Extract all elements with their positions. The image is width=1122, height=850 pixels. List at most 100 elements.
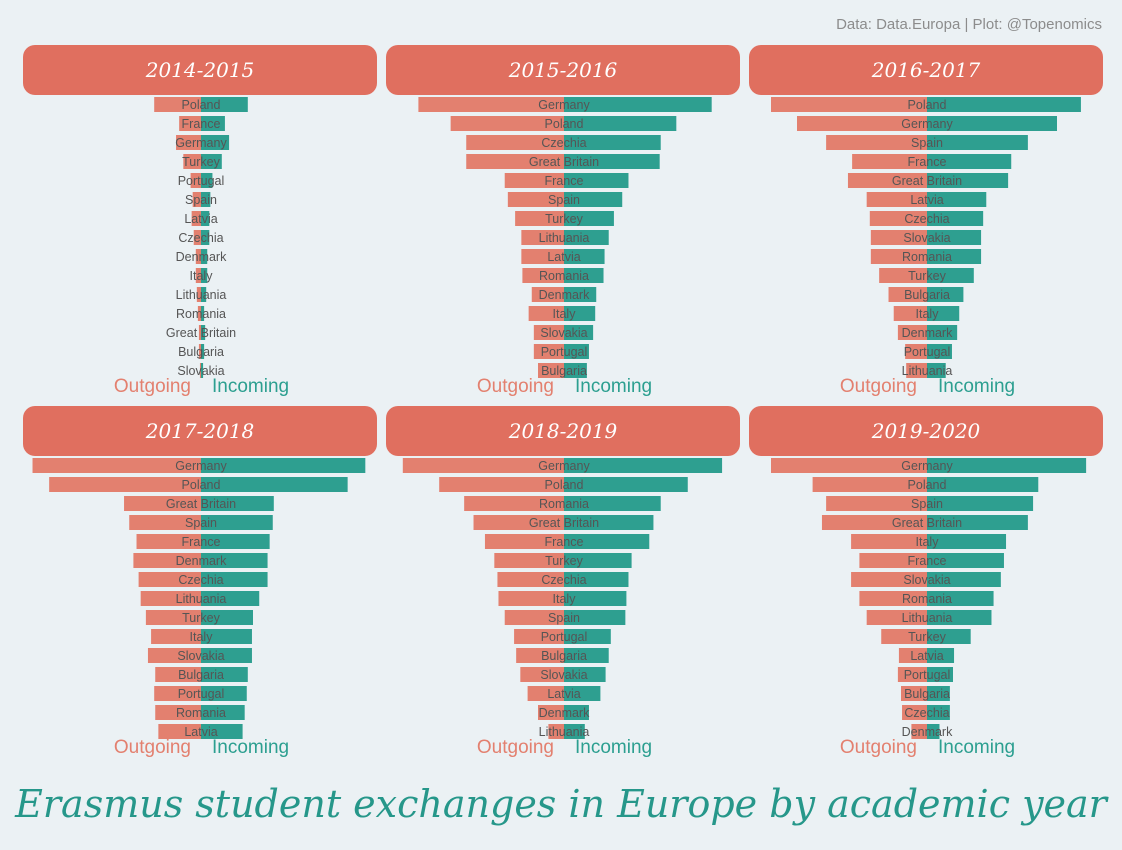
country-label: Italy bbox=[190, 630, 214, 644]
incoming-bar bbox=[564, 572, 629, 587]
country-label: Latvia bbox=[910, 649, 943, 663]
incoming-bar bbox=[927, 97, 1081, 112]
butterfly-chart: Poland France Germany Turkey Portugal Spain La… bbox=[154, 97, 248, 378]
outgoing-bar bbox=[190, 173, 201, 188]
country-label: Great Britain bbox=[529, 155, 599, 169]
chart-title: Erasmus student exchanges in Europe by a… bbox=[15, 782, 1107, 826]
country-label: Poland bbox=[908, 478, 947, 492]
incoming-bar bbox=[201, 477, 348, 492]
outgoing-bar bbox=[155, 667, 201, 682]
country-label: Czechia bbox=[178, 573, 223, 587]
panel-title: 2015-2016 bbox=[508, 58, 618, 82]
incoming-bar bbox=[201, 268, 208, 283]
country-label: Italy bbox=[916, 307, 940, 321]
outgoing-bar bbox=[136, 534, 201, 549]
incoming-bar bbox=[564, 610, 626, 625]
country-label: Lithuania bbox=[539, 231, 590, 245]
legend-incoming: Incoming bbox=[212, 376, 290, 397]
incoming-bar bbox=[564, 724, 585, 739]
incoming-bar bbox=[927, 268, 974, 283]
country-label: Great Britain bbox=[166, 497, 236, 511]
incoming-bar bbox=[201, 135, 230, 150]
country-label: Romania bbox=[176, 706, 226, 720]
incoming-bar bbox=[201, 515, 273, 530]
data-credit: Data: Data.Europa | Plot: @Topenomics bbox=[836, 16, 1102, 33]
country-label: Great Britain bbox=[529, 516, 599, 530]
outgoing-bar bbox=[847, 173, 927, 188]
chart-panel: 2018-2019 Germany Poland Romania Great Brit… bbox=[386, 406, 740, 758]
legend-outgoing: Outgoing bbox=[476, 737, 554, 758]
country-label: Turkey bbox=[908, 269, 946, 283]
outgoing-bar bbox=[124, 496, 201, 511]
incoming-bar bbox=[927, 515, 1028, 530]
country-label: Latvia bbox=[547, 687, 580, 701]
country-label: Poland bbox=[908, 98, 947, 112]
outgoing-bar bbox=[129, 515, 201, 530]
incoming-bar bbox=[201, 230, 210, 245]
incoming-bar bbox=[927, 705, 950, 720]
incoming-bar bbox=[201, 211, 210, 226]
outgoing-bar bbox=[195, 249, 201, 264]
outgoing-bar bbox=[198, 325, 201, 340]
country-label: Portugal bbox=[541, 345, 588, 359]
incoming-bar bbox=[201, 97, 248, 112]
country-label: Lithuania bbox=[176, 592, 227, 606]
outgoing-bar bbox=[179, 116, 201, 131]
country-label: France bbox=[545, 174, 584, 188]
outgoing-bar bbox=[439, 477, 564, 492]
outgoing-bar bbox=[521, 249, 564, 264]
outgoing-bar bbox=[870, 249, 927, 264]
country-label: Great Britain bbox=[892, 516, 962, 530]
incoming-bar bbox=[927, 211, 984, 226]
incoming-bar bbox=[201, 192, 211, 207]
outgoing-bar bbox=[196, 287, 201, 302]
incoming-bar bbox=[564, 629, 611, 644]
incoming-bar bbox=[927, 458, 1087, 473]
chart-panel: 2017-2018 Germany Poland Great Britain Spai… bbox=[23, 406, 377, 758]
country-label: Slovakia bbox=[177, 649, 224, 663]
country-label: Slovakia bbox=[903, 573, 950, 587]
incoming-bar bbox=[564, 325, 594, 340]
country-label: Germany bbox=[538, 98, 590, 112]
country-label: Czechia bbox=[541, 573, 586, 587]
incoming-bar bbox=[927, 496, 1034, 511]
country-label: Portugal bbox=[178, 174, 225, 188]
incoming-bar bbox=[201, 325, 206, 340]
country-label: Czechia bbox=[178, 231, 223, 245]
country-label: France bbox=[545, 535, 584, 549]
incoming-bar bbox=[201, 686, 247, 701]
incoming-bar bbox=[201, 287, 207, 302]
panel-header bbox=[386, 406, 740, 456]
incoming-bar bbox=[201, 591, 260, 606]
incoming-bar bbox=[201, 572, 268, 587]
country-label: Spain bbox=[185, 193, 217, 207]
outgoing-bar bbox=[154, 97, 201, 112]
incoming-bar bbox=[564, 287, 597, 302]
country-label: Bulgaria bbox=[178, 668, 224, 682]
country-label: Spain bbox=[185, 516, 217, 530]
country-label: Denmark bbox=[902, 725, 953, 739]
panel-header bbox=[386, 45, 740, 95]
country-label: Slovakia bbox=[540, 326, 587, 340]
country-label: France bbox=[182, 535, 221, 549]
outgoing-bar bbox=[140, 591, 201, 606]
country-label: Poland bbox=[545, 478, 584, 492]
country-label: Turkey bbox=[182, 155, 220, 169]
incoming-bar bbox=[564, 363, 587, 378]
incoming-bar bbox=[927, 629, 971, 644]
incoming-bar bbox=[564, 534, 650, 549]
country-label: Turkey bbox=[545, 554, 583, 568]
country-label: Slovakia bbox=[540, 668, 587, 682]
outgoing-bar bbox=[32, 458, 201, 473]
incoming-bar bbox=[201, 116, 225, 131]
incoming-bar bbox=[927, 192, 987, 207]
incoming-bar bbox=[201, 667, 248, 682]
chart-panel: 2014-2015 Poland France Germany Turkey Portu… bbox=[23, 45, 377, 397]
outgoing-bar bbox=[507, 192, 564, 207]
country-label: Great Britain bbox=[892, 174, 962, 188]
incoming-bar bbox=[564, 477, 688, 492]
outgoing-bar bbox=[504, 173, 564, 188]
country-label: Lithuania bbox=[176, 288, 227, 302]
outgoing-bar bbox=[897, 325, 927, 340]
outgoing-bar bbox=[515, 211, 564, 226]
